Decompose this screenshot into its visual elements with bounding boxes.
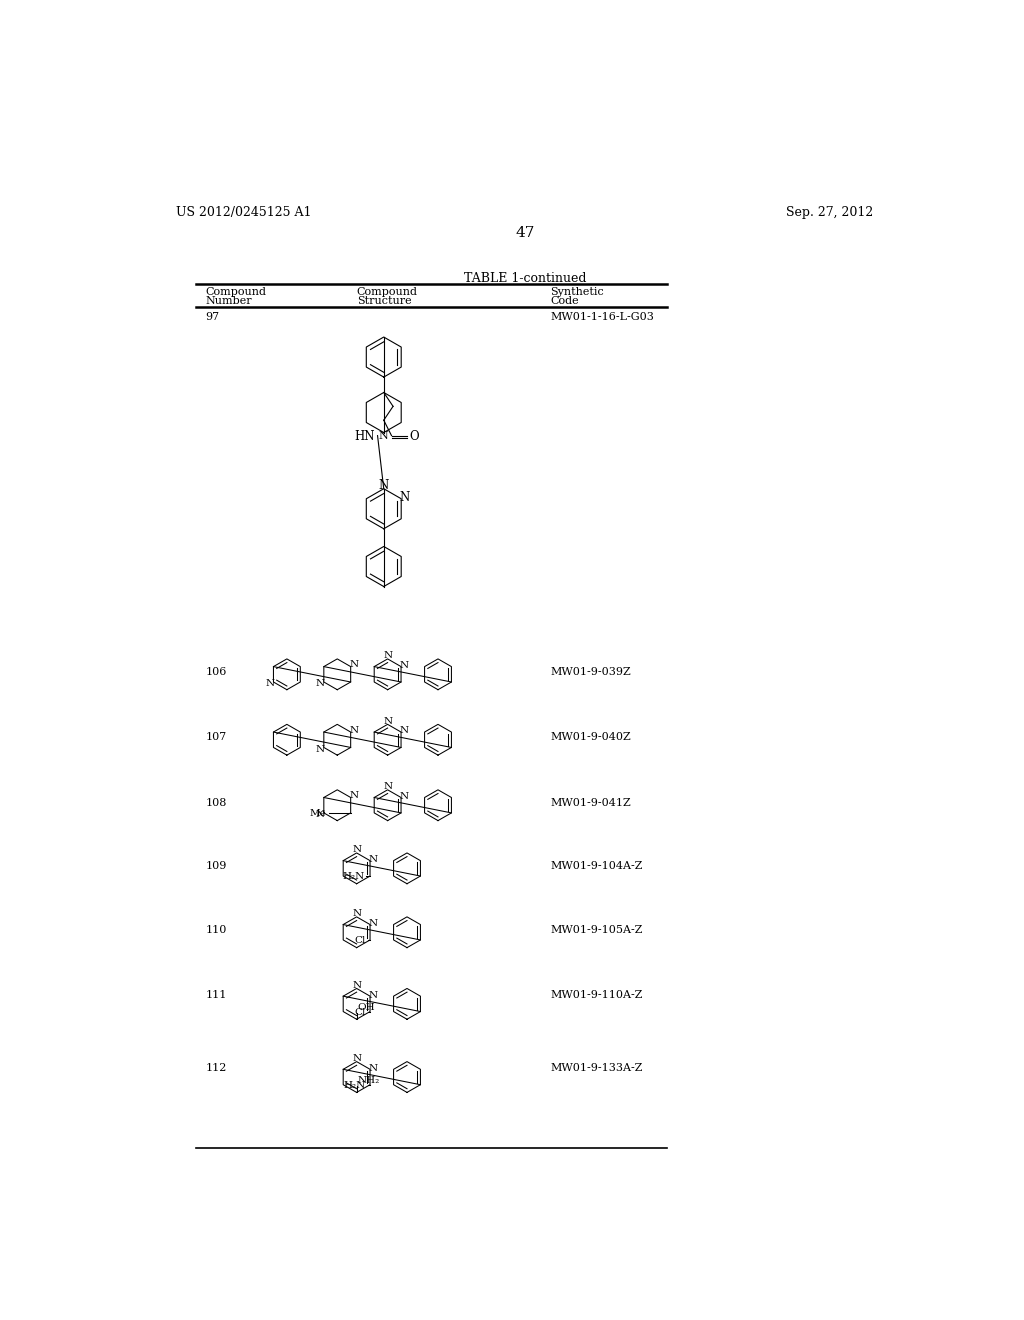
Text: N: N (349, 791, 358, 800)
Text: N: N (316, 810, 325, 820)
Text: Cl: Cl (354, 1008, 367, 1016)
Text: Compound: Compound (356, 286, 418, 297)
Text: N: N (349, 660, 358, 669)
Text: O: O (410, 430, 419, 444)
Text: OH: OH (357, 1003, 375, 1011)
Text: N: N (352, 981, 361, 990)
Text: TABLE 1-continued: TABLE 1-continued (464, 272, 586, 285)
Text: N: N (383, 783, 392, 791)
Text: N: N (399, 661, 409, 671)
Text: N: N (352, 909, 361, 919)
Text: N: N (369, 855, 378, 865)
Text: N: N (369, 990, 378, 999)
Text: N: N (383, 651, 392, 660)
Text: H₂N: H₂N (344, 1081, 367, 1090)
Text: US 2012/0245125 A1: US 2012/0245125 A1 (176, 206, 311, 219)
Text: 108: 108 (206, 797, 227, 808)
Text: MW01-9-110A-Z: MW01-9-110A-Z (550, 990, 643, 1001)
Text: Code: Code (550, 296, 579, 306)
Text: N: N (399, 792, 409, 801)
Text: Structure: Structure (356, 296, 412, 306)
Text: N: N (369, 919, 378, 928)
Text: 47: 47 (515, 226, 535, 240)
Text: N: N (399, 491, 410, 504)
Text: Compound: Compound (206, 286, 266, 297)
Text: MW01-9-039Z: MW01-9-039Z (550, 667, 631, 677)
Text: HN: HN (354, 430, 375, 444)
Text: N: N (379, 432, 389, 441)
Text: N: N (265, 680, 274, 689)
Text: N: N (352, 845, 361, 854)
Text: N: N (383, 717, 392, 726)
Text: 97: 97 (206, 313, 219, 322)
Text: Synthetic: Synthetic (550, 286, 604, 297)
Text: N: N (316, 744, 325, 754)
Text: MW01-1-16-L-G03: MW01-1-16-L-G03 (550, 313, 654, 322)
Text: N: N (369, 1064, 378, 1073)
Text: MW01-9-040Z: MW01-9-040Z (550, 733, 631, 742)
Text: 111: 111 (206, 990, 227, 1001)
Text: 109: 109 (206, 861, 227, 871)
Text: 107: 107 (206, 733, 226, 742)
Text: MW01-9-105A-Z: MW01-9-105A-Z (550, 924, 643, 935)
Text: N: N (352, 1055, 361, 1063)
Text: Cl: Cl (354, 936, 367, 945)
Text: MW01-9-133A-Z: MW01-9-133A-Z (550, 1063, 643, 1073)
Text: Sep. 27, 2012: Sep. 27, 2012 (786, 206, 873, 219)
Text: 112: 112 (206, 1063, 227, 1073)
Text: N: N (399, 726, 409, 735)
Text: Number: Number (206, 296, 252, 306)
Text: N: N (316, 680, 325, 689)
Text: Me: Me (310, 809, 327, 818)
Text: MW01-9-041Z: MW01-9-041Z (550, 797, 631, 808)
Text: N: N (379, 479, 389, 492)
Text: NH₂: NH₂ (357, 1076, 380, 1085)
Text: 110: 110 (206, 924, 227, 935)
Text: H₂N: H₂N (342, 873, 365, 882)
Text: 106: 106 (206, 667, 227, 677)
Text: N: N (349, 726, 358, 735)
Text: MW01-9-104A-Z: MW01-9-104A-Z (550, 861, 643, 871)
